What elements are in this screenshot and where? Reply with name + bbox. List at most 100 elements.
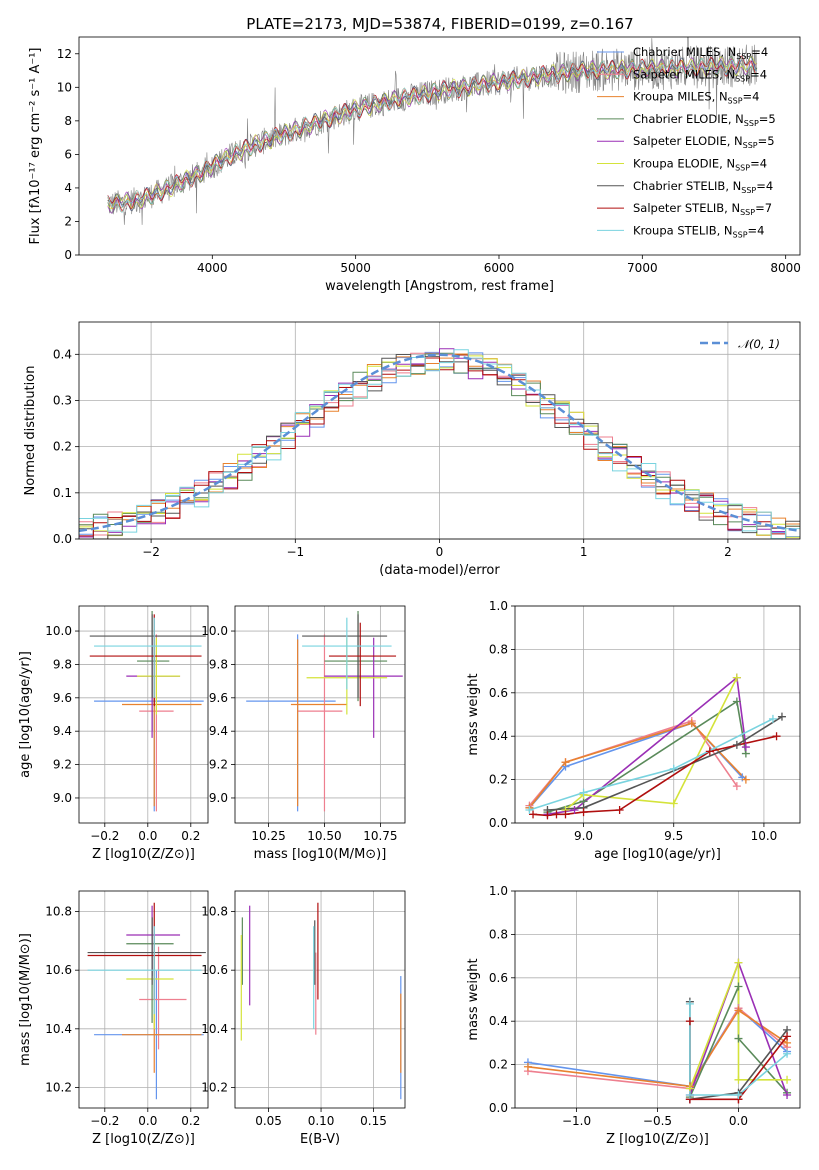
legend-label: Chabrier ELODIE, NSSP=5 (633, 112, 776, 128)
y-tick-label: 9.6 (53, 691, 72, 705)
panel-age-vs-mass: 10.25 10.50 10.75 9.0 9.2 9.4 9.6 9.8 10.0 mass [… (201, 605, 406, 862)
weight-line (564, 677, 738, 811)
y-tick-label: 0.0 (53, 532, 72, 546)
y-tick-label: 0.0 (489, 816, 508, 830)
weight-marker (783, 1032, 792, 1041)
weight-marker (772, 732, 781, 741)
weight-line (529, 718, 774, 811)
weight-marker (525, 805, 534, 814)
weight-line (689, 1003, 788, 1096)
y-tick-label: 10.2 (201, 1080, 228, 1094)
y-axis-label: mass weight (466, 958, 481, 1040)
x-tick-label: −0.2 (90, 829, 119, 843)
weight-line (547, 676, 747, 816)
y-axis-label: age [log10(age/yr)] (18, 651, 33, 778)
legend-label: Kroupa STELIB, NSSP=4 (633, 223, 764, 239)
x-tick-label: 6000 (484, 261, 515, 275)
weight-marker (732, 740, 741, 749)
y-axis-label: mass [log10(M/M⊙)] (18, 933, 33, 1066)
x-tick-label: −2 (142, 545, 160, 559)
figure-title: PLATE=2173, MJD=53874, FIBERID=0199, z=0… (246, 15, 633, 33)
y-tick-label: 10.6 (201, 963, 228, 977)
weight-line (528, 722, 747, 809)
x-axis-label: E(B-V) (300, 1132, 340, 1147)
axes-frame (234, 890, 406, 1109)
x-tick-label: −0.5 (643, 1114, 672, 1128)
y-tick-label: 0.4 (489, 1014, 508, 1028)
weight-marker (777, 712, 786, 721)
weight-marker (734, 1075, 743, 1084)
y-tick-label: 9.4 (209, 724, 228, 738)
legend-label: Kroupa MILES, NSSP=4 (633, 90, 759, 106)
y-tick-label: 0.8 (489, 927, 508, 941)
y-tick-label: 9.2 (209, 758, 228, 772)
x-axis-label: Z [log10(Z/Z⊙)] (606, 1132, 709, 1147)
x-axis-label: wavelength [Angstrom, rest frame] (325, 279, 554, 294)
weight-marker (783, 1049, 792, 1058)
panel-weight-vs-age: 9.0 9.5 10.0 0.0 0.2 0.4 0.6 0.8 1.0 age [log10(a… (466, 599, 801, 862)
y-tick-label: 0.1 (53, 486, 72, 500)
x-tick-label: 10.0 (751, 829, 778, 843)
model-line (107, 55, 758, 214)
weight-marker (734, 982, 743, 991)
weight-marker (543, 811, 552, 820)
x-tick-label: 7000 (627, 261, 658, 275)
y-tick-label: 10.2 (45, 1080, 72, 1094)
histogram-step (79, 349, 800, 539)
plot-area (87, 902, 206, 1100)
weight-marker (561, 758, 570, 767)
weight-marker (734, 958, 743, 967)
model-line (107, 57, 758, 213)
model-line (107, 55, 758, 213)
y-tick-label: 9.2 (53, 758, 72, 772)
weight-marker (552, 810, 561, 819)
legend-label: Chabrier MILES, NSSP=4 (633, 45, 768, 61)
legend-label: Salpeter ELODIE, NSSP=5 (633, 134, 775, 150)
x-tick-label: −0.2 (90, 1114, 119, 1128)
x-tick-label: 0.2 (181, 1114, 200, 1128)
weight-marker (732, 673, 741, 682)
x-tick-label: −1 (286, 545, 304, 559)
x-axis-label: Z [log10(Z/Z⊙)] (92, 847, 195, 862)
weight-marker (529, 810, 538, 819)
weight-marker (523, 1062, 532, 1071)
plot-area (246, 611, 403, 812)
y-tick-label: 2 (64, 214, 72, 228)
y-tick-label: 8 (64, 114, 72, 128)
x-tick-label: 0.10 (308, 1114, 335, 1128)
y-tick-label: 10.6 (45, 963, 72, 977)
x-axis-label: (data-model)/error (379, 563, 500, 578)
legend-label: 𝒩(0, 1) (738, 337, 780, 351)
x-tick-label: 0.15 (360, 1114, 387, 1128)
x-tick-label: 10.50 (307, 829, 341, 843)
legend-label: Salpeter STELIB, NSSP=7 (633, 201, 772, 217)
weight-marker (783, 1090, 792, 1099)
weight-marker (734, 1006, 743, 1015)
weight-marker (732, 697, 741, 706)
y-tick-label: 9.0 (209, 791, 228, 805)
axes-frame (78, 36, 801, 256)
y-tick-label: 10.8 (201, 905, 228, 919)
axes-frame (78, 605, 209, 824)
panel-spectrum: 4000 5000 6000 7000 8000 0 2 4 6 8 10 12 wavelength … (28, 36, 801, 294)
y-tick-label: 10 (57, 80, 72, 94)
plot-area (107, 37, 758, 225)
weight-marker (615, 805, 624, 814)
y-axis-label: mass weight (466, 673, 481, 755)
x-tick-label: 1 (580, 545, 588, 559)
weight-marker (579, 788, 588, 797)
panel-weight-vs-Z: −1.0 −0.5 0.0 0.0 0.2 0.4 0.6 0.8 1.0 Z [log10(Z/… (466, 884, 801, 1147)
axes-frame (78, 890, 209, 1109)
y-tick-label: 0.4 (489, 729, 508, 743)
y-tick-label: 0.2 (489, 773, 508, 787)
weight-marker (734, 1034, 743, 1043)
y-tick-label: 0.0 (489, 1101, 508, 1115)
axes-frame (78, 321, 801, 540)
weight-marker (741, 775, 750, 784)
y-tick-label: 4 (64, 181, 72, 195)
x-tick-label: 0.0 (138, 829, 157, 843)
y-tick-label: 9.8 (53, 657, 72, 671)
axes-frame (234, 605, 406, 824)
weight-marker (669, 764, 678, 773)
